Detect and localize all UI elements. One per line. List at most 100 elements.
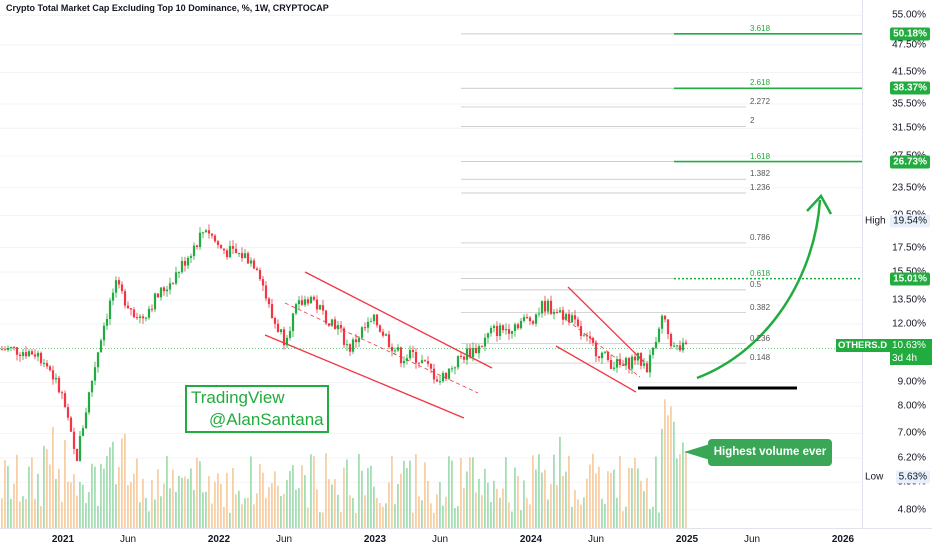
candle-body [333,319,337,330]
candle-body [66,407,70,418]
price-tick-label: 6.20% [897,452,926,464]
volume-bar [349,495,351,528]
volume-bar [334,479,336,528]
volume-bar [73,474,75,528]
candle-body [51,370,55,380]
candle-body [564,313,568,320]
volume-bar [403,460,405,528]
candle-body [252,260,256,269]
volume-bar [55,479,57,528]
candle-body [471,348,475,358]
volume-bar [238,490,240,528]
candle-body [378,325,382,332]
candle-body [411,349,415,353]
candle-body [63,393,67,408]
volume-bar [436,494,438,528]
candle-body [648,354,652,373]
candle-body [12,346,16,348]
volume-bar [7,466,9,528]
volume-bar [262,472,264,528]
candle-body [549,300,553,314]
volume-bar [64,439,66,528]
candle-body [441,372,445,382]
price-tick-label: 23.50% [892,182,926,194]
candle-body [171,283,175,285]
time-axis[interactable] [0,528,932,551]
candle-body [327,323,331,326]
volume-bar [622,511,624,528]
price-tick-label: 7.00% [897,427,926,439]
chart-title: Crypto Total Market Cap Excluding Top 10… [6,3,329,13]
candle-body [351,339,355,352]
volume-bar [91,463,93,528]
candle-body [408,349,412,359]
candle-body [501,325,505,331]
volume-bar [574,490,576,528]
volume-bar [664,399,666,528]
low-value-tag: 5.63% [895,470,930,484]
candle-body [489,327,493,334]
candle-body [180,260,184,273]
candle-body [213,235,217,242]
volume-bar [598,466,600,528]
candle-body [624,357,628,366]
candle-body [231,246,235,249]
volume-bar [427,480,429,528]
candle-body [438,381,442,383]
candle-body [423,360,427,362]
volume-bar [559,436,561,528]
volume-bar [148,511,150,528]
volume-bar [304,475,306,528]
candle-body [375,314,379,326]
volume-bar [154,499,156,528]
price-axis[interactable] [862,0,932,528]
volume-bar [235,494,237,528]
candle-body [141,316,145,319]
candle-body [93,367,97,381]
volume-bar [625,506,627,528]
volume-bar [562,475,564,528]
volume-bar [679,454,681,528]
candle-body [552,311,556,314]
price-tick-label: 41.50% [892,66,926,78]
volume-bar [136,458,138,528]
candle-body [681,342,685,351]
volume-bar [343,467,345,528]
candle-body [204,230,208,233]
candle-body [606,351,610,360]
candle-body [666,319,670,335]
time-tick-label: Jun [743,534,761,545]
candle-body [246,253,250,264]
volume-bar [460,457,462,528]
candle-body [108,300,112,319]
volume-bar [310,454,312,528]
volume-bar [439,482,441,528]
volume-bar [352,498,354,528]
candle-body [402,360,406,364]
volume-bar [478,478,480,528]
key-level-tag: 15.01% [890,272,930,286]
candle-body [60,392,64,394]
volume-bar [475,492,477,528]
candle-body [450,368,454,370]
fib-ratio-label: 0.786 [750,232,771,242]
volume-bar [457,506,459,528]
volume-bar [619,455,621,528]
candle-body [576,319,580,327]
volume-bar [379,502,381,528]
candle-body [159,287,163,298]
volume-bar [646,478,648,528]
candle-body [486,333,490,338]
volume-bar [589,464,591,528]
volume-bar [577,499,579,528]
fib-ratio-label: 2 [750,116,755,126]
fib-ratio-label: 2.618 [750,78,771,88]
candle-body [534,314,538,324]
fib-ratio-label: 2.272 [750,96,771,106]
candle-body [579,326,583,336]
time-tick-label: Jun [119,534,137,545]
volume-bar [367,468,369,528]
volume-bar [322,512,324,528]
countdown-tag: 3d 4h [890,352,932,365]
